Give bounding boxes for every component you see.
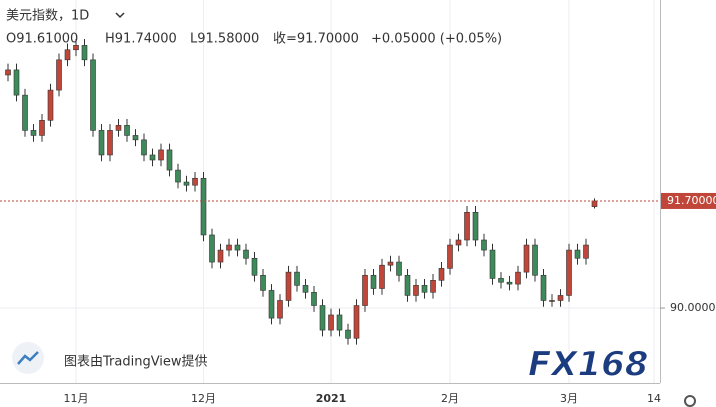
x-tick-label: 2月 — [441, 392, 459, 405]
candle-body — [107, 130, 113, 156]
candle-body — [39, 120, 45, 136]
candle-body — [574, 249, 581, 259]
candle-body — [506, 281, 513, 285]
title-chevron[interactable] — [115, 12, 125, 19]
candle-body — [166, 149, 173, 171]
candle-body — [183, 181, 190, 186]
candle-body — [311, 291, 317, 306]
candle-body — [22, 94, 28, 131]
y-tick-label: 90.00000 — [670, 301, 716, 314]
ohlc-close: 收=91.70000 — [273, 32, 359, 47]
candle-body — [132, 135, 139, 141]
candle-body — [90, 59, 96, 131]
candle-body — [124, 125, 130, 136]
tradingview-icon-mark — [17, 351, 39, 365]
candle-body — [591, 200, 598, 207]
x-tick-label: 12月 — [191, 392, 216, 405]
candle-body — [430, 280, 436, 293]
ohlc-change: +0.05000 (+0.05%) — [371, 32, 502, 47]
candle-body — [115, 125, 122, 131]
candle-body — [98, 130, 105, 156]
candle-body — [447, 244, 453, 269]
candle-body — [583, 244, 589, 259]
x-tick-label: 2021 — [316, 392, 347, 405]
candle-body — [141, 139, 147, 156]
candle-body — [243, 249, 249, 259]
candle-body — [540, 274, 547, 301]
candle-body — [64, 49, 71, 61]
candle-body — [13, 69, 20, 96]
candle-body — [464, 211, 470, 241]
candle-body — [523, 244, 530, 273]
candle-body — [251, 257, 258, 276]
candle-body — [285, 271, 292, 301]
x-tick-label: 11月 — [64, 392, 89, 405]
logo: FX168 — [528, 345, 648, 385]
candle-body — [56, 59, 62, 91]
candle-body — [328, 314, 334, 331]
candle-body — [353, 305, 360, 339]
candle-body — [175, 169, 181, 183]
plot — [0, 0, 660, 383]
candle-body — [294, 271, 300, 286]
x-tick-label: 3月 — [560, 392, 578, 405]
candle-body — [515, 271, 521, 285]
candle-body — [81, 45, 88, 61]
last-price-box — [661, 192, 716, 209]
candle-body — [277, 300, 283, 319]
candle-body — [268, 290, 275, 319]
candle-body — [379, 264, 385, 289]
candle-body — [438, 268, 445, 281]
candle-body — [498, 278, 504, 283]
candle-body — [557, 295, 564, 301]
x-tick-label: 14 — [647, 392, 661, 405]
ohlc-low: L91.58000 — [190, 32, 259, 47]
candle-body — [158, 149, 164, 161]
candle-body — [566, 249, 572, 296]
candle-body — [260, 274, 266, 291]
settings-gear — [684, 395, 696, 407]
candle-body — [47, 89, 54, 121]
candle-body — [200, 177, 207, 236]
ohlc-high: H91.74000 — [105, 32, 177, 47]
candle-body — [396, 261, 402, 276]
candle-body — [549, 300, 555, 302]
candle-body — [226, 244, 232, 251]
candle-body — [404, 274, 411, 296]
settings-icon[interactable] — [684, 395, 696, 407]
candle-body — [217, 249, 224, 263]
candle-body — [472, 211, 479, 241]
ohlc-legend: O91.61000 H91.74000 L91.58000 收=91.70000… — [6, 32, 502, 47]
candle-body — [149, 154, 156, 161]
candle-body — [421, 285, 428, 293]
candle-body — [413, 285, 419, 296]
chart-title[interactable]: 美元指数，1D — [6, 9, 89, 24]
candle-body — [481, 239, 487, 251]
candle-body — [532, 244, 538, 276]
watermark: 图表由TradingView提供 — [64, 354, 208, 370]
candle-body — [5, 69, 11, 76]
ohlc-open: O91.61000 — [6, 32, 78, 47]
candle-body — [30, 130, 37, 136]
candle-body — [209, 234, 215, 263]
candle-body — [336, 314, 343, 331]
candle-body — [387, 261, 394, 266]
candle-body — [192, 177, 198, 186]
candle-body — [362, 274, 368, 306]
candle-body — [319, 305, 326, 331]
candle-body — [455, 239, 462, 246]
candle-body — [370, 274, 377, 289]
candle-body — [345, 329, 351, 339]
candle-body — [302, 285, 309, 293]
candle-body — [73, 45, 79, 51]
candle-body — [489, 249, 496, 279]
last-price-label: 91.70000 — [667, 194, 716, 207]
candle-body — [234, 244, 241, 251]
